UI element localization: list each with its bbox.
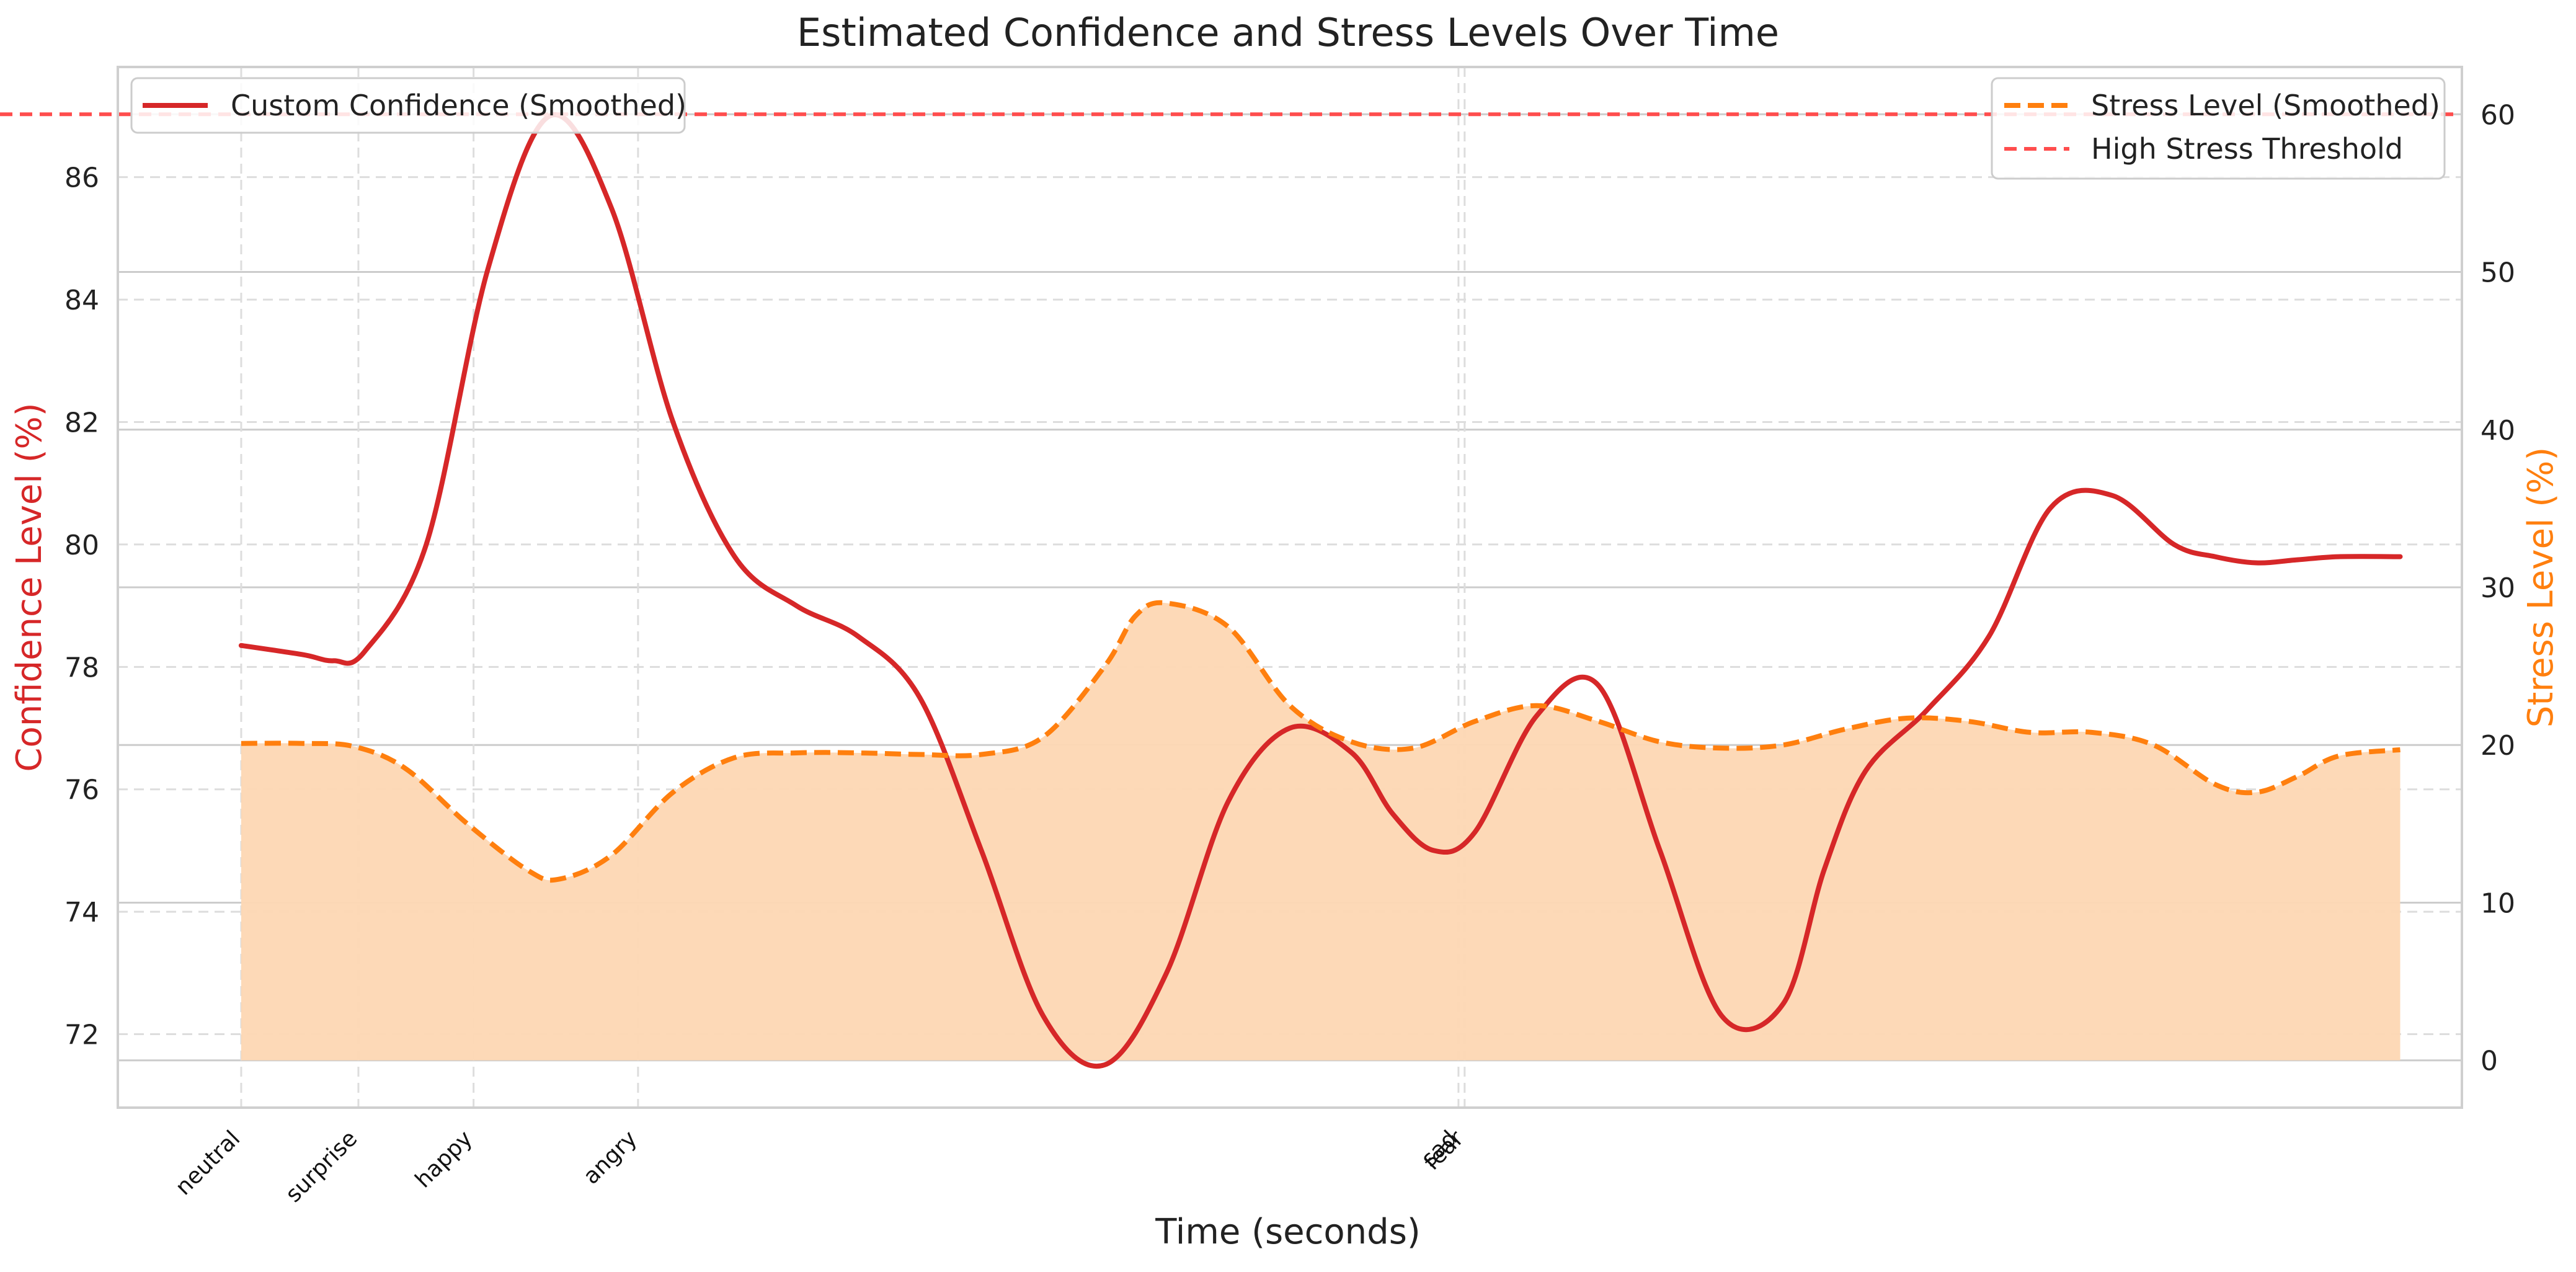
right-tick-label: 20 (2481, 730, 2515, 762)
left-axis-ticks: 72 74 76 78 80 82 84 86 (64, 162, 99, 1051)
y-axis-label-right: Stress Level (%) (2521, 447, 2561, 727)
legend-stress-label: Stress Level (Smoothed) (2091, 89, 2440, 122)
left-tick-label: 76 (64, 775, 99, 806)
legend-right: Stress Level (Smoothed) High Stress Thre… (1991, 77, 2446, 180)
left-tick-label: 78 (64, 652, 99, 683)
legend-left: Custom Confidence (Smoothed) (130, 77, 686, 134)
left-tick-label: 72 (64, 1020, 99, 1051)
left-tick-label: 80 (64, 530, 99, 561)
stress-line (241, 600, 2401, 883)
stress-fill-layer (241, 602, 2401, 1061)
legend-threshold-label: High Stress Threshold (2091, 132, 2403, 166)
right-tick-label: 50 (2481, 257, 2515, 289)
right-axis-ticks: 0 10 20 30 40 50 60 (2481, 99, 2515, 1077)
x-axis-label: Time (seconds) (1155, 1212, 1420, 1252)
plot-frame (117, 66, 2463, 1109)
legend-confidence-label: Custom Confidence (Smoothed) (231, 89, 686, 122)
y-axis-label-left: Confidence Level (%) (9, 403, 50, 772)
legend-left-box (130, 77, 686, 134)
chart-title: Estimated Confidence and Stress Levels O… (797, 10, 1779, 55)
right-tick-label: 60 (2481, 99, 2515, 131)
right-tick-label: 10 (2481, 887, 2515, 919)
right-tick-label: 40 (2481, 415, 2515, 447)
legend-right-box (1991, 77, 2446, 180)
left-tick-label: 84 (64, 285, 99, 316)
left-tick-label: 86 (64, 162, 99, 194)
right-tick-label: 30 (2481, 572, 2515, 604)
right-tick-label: 0 (2481, 1046, 2498, 1077)
stress-area-fill (241, 602, 2401, 1061)
left-tick-label: 74 (64, 897, 99, 928)
left-tick-label: 82 (64, 407, 99, 438)
